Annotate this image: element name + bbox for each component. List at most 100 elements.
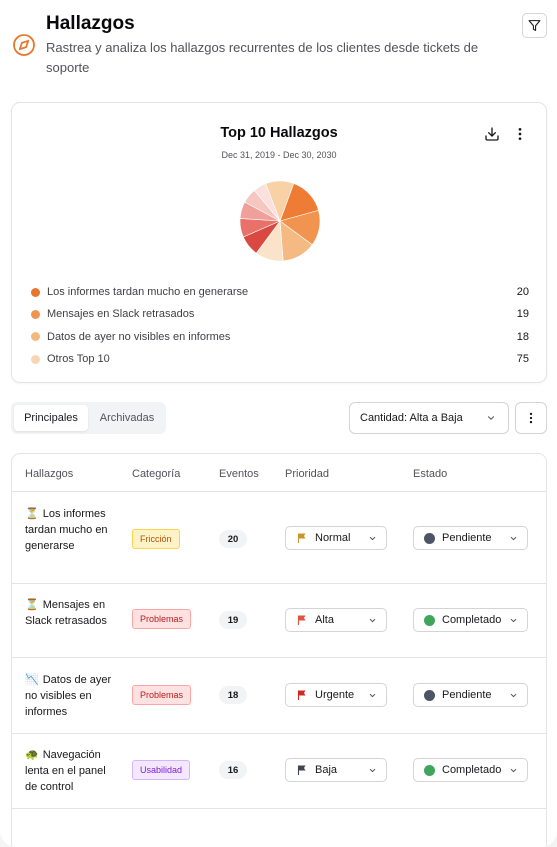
- finding-text: Navegación lenta en el panel de control: [25, 749, 106, 793]
- finding-emoji: 📉: [25, 674, 39, 686]
- legend-swatch: [31, 287, 40, 297]
- sort-select[interactable]: Cantidad: Alta a Baja: [349, 402, 509, 434]
- chevron-down-icon: [369, 618, 376, 623]
- column-header: Hallazgos: [25, 468, 74, 480]
- status-value: Pendiente: [442, 689, 492, 701]
- sort-select-value: Cantidad: Alta a Baja: [360, 412, 463, 424]
- finding-emoji: ⏳: [25, 508, 39, 520]
- category-badge: Problemas: [132, 685, 192, 705]
- page-title: Hallazgos: [46, 13, 135, 34]
- status-dot: [424, 764, 435, 776]
- chevron-down-icon: [369, 693, 376, 698]
- status-dot: [424, 532, 435, 544]
- column-header: Estado: [413, 468, 448, 480]
- status-select[interactable]: Completado: [413, 608, 528, 632]
- top-findings-chart-card: Top 10 Hallazgos Dec 31, 2019 - Dec 30, …: [11, 102, 547, 383]
- legend-item: Los informes tardan mucho en generarse 2…: [31, 281, 529, 303]
- finding-cell: ⏳ Mensajes en Slack retrasados: [25, 597, 120, 629]
- chevron-down-icon: [510, 768, 517, 773]
- chevron-down-icon: [369, 536, 376, 541]
- legend-value: 18: [516, 330, 529, 343]
- table-row[interactable]: ⏳ Mensajes en Slack retrasados Problemas …: [12, 584, 546, 658]
- findings-tabs: Principales Archivadas: [11, 402, 166, 434]
- chevron-down-icon: [510, 618, 517, 623]
- status-select[interactable]: Pendiente: [413, 683, 528, 707]
- flag-icon: [297, 615, 306, 625]
- status-select[interactable]: Pendiente: [413, 526, 528, 550]
- legend-item: Mensajes en Slack retrasados 19: [31, 303, 529, 325]
- more-vertical-icon: [529, 412, 533, 424]
- status-dot: [424, 689, 435, 701]
- priority-value: Urgente: [315, 689, 355, 701]
- table-row[interactable]: 🐢 Navegación lenta en el panel de control…: [12, 734, 546, 809]
- finding-text: Datos de ayer no visibles en informes: [25, 674, 112, 718]
- events-count: 16: [219, 761, 247, 779]
- chevron-down-icon: [488, 416, 494, 420]
- flag-icon: [297, 690, 306, 700]
- flag-icon: [297, 765, 306, 775]
- priority-value: Alta: [315, 614, 334, 626]
- legend-label: Otros Top 10: [47, 353, 110, 366]
- filter-icon: [528, 20, 541, 31]
- column-header: Prioridad: [285, 468, 330, 480]
- finding-emoji: ⏳: [25, 599, 39, 611]
- finding-cell: ⏳ Los informes tardan mucho en generarse: [25, 506, 120, 554]
- chart-title: Top 10 Hallazgos: [220, 125, 338, 141]
- pie-chart: [239, 180, 321, 262]
- legend-label: Los informes tardan mucho en generarse: [47, 286, 249, 299]
- priority-select[interactable]: Alta: [285, 608, 387, 632]
- page-subtitle: Rastrea y analiza los hallazgos recurren…: [46, 40, 479, 75]
- status-value: Completado: [442, 764, 502, 776]
- flag-icon: [297, 533, 306, 543]
- legend-item: Datos de ayer no visibles en informes 18: [31, 326, 529, 348]
- legend-value: 75: [516, 353, 529, 366]
- table-row[interactable]: 📉 Datos de ayer no visibles en informes P…: [12, 658, 546, 734]
- legend-swatch: [31, 332, 40, 342]
- legend-label: Mensajes en Slack retrasados: [47, 308, 195, 321]
- status-dot: [424, 614, 435, 626]
- filter-button[interactable]: [522, 13, 547, 38]
- priority-value: Normal: [315, 532, 351, 544]
- chart-legend: Los informes tardan mucho en generarse 2…: [31, 281, 529, 370]
- compass-icon: [13, 34, 35, 56]
- more-vertical-icon[interactable]: [512, 126, 528, 142]
- priority-value: Baja: [315, 764, 338, 776]
- priority-select[interactable]: Urgente: [285, 683, 387, 707]
- finding-cell: 📉 Datos de ayer no visibles en informes: [25, 672, 120, 720]
- chart-date-range: Dec 31, 2019 - Dec 30, 2030: [221, 150, 337, 160]
- chevron-down-icon: [510, 536, 517, 541]
- priority-select[interactable]: Normal: [285, 526, 387, 550]
- pie-slice-10: [265, 180, 295, 222]
- legend-label: Datos de ayer no visibles en informes: [47, 330, 231, 343]
- page-header: Hallazgos Rastrea y analiza los hallazgo…: [12, 12, 547, 82]
- column-header: Eventos: [219, 468, 259, 480]
- events-count: 20: [219, 530, 247, 548]
- finding-text: Mensajes en Slack retrasados: [25, 599, 107, 627]
- priority-select[interactable]: Baja: [285, 758, 387, 782]
- status-value: Pendiente: [442, 532, 492, 544]
- events-count: 18: [219, 686, 247, 704]
- download-icon[interactable]: [484, 126, 500, 142]
- legend-swatch: [31, 309, 40, 319]
- legend-value: 20: [516, 286, 529, 299]
- status-select[interactable]: Completado: [413, 758, 528, 782]
- category-badge: Usabilidad: [132, 760, 191, 780]
- findings-table: Hallazgos Categoría Eventos Prioridad Es…: [11, 453, 547, 847]
- category-badge: Problemas: [132, 609, 192, 629]
- finding-text: Los informes tardan mucho en generarse: [25, 508, 108, 552]
- events-count: 19: [219, 611, 247, 629]
- table-options-button[interactable]: [515, 402, 547, 434]
- table-row[interactable]: ⏳ Los informes tardan mucho en generarse …: [12, 492, 546, 584]
- tab-archivadas[interactable]: Archivadas: [99, 412, 155, 424]
- column-header: Categoría: [132, 468, 181, 480]
- legend-swatch: [31, 354, 40, 364]
- finding-emoji: 🐢: [25, 749, 39, 761]
- chevron-down-icon: [369, 768, 376, 773]
- chevron-down-icon: [510, 693, 517, 698]
- finding-cell: 🐢 Navegación lenta en el panel de control: [25, 747, 120, 795]
- tab-principales[interactable]: Principales: [14, 405, 88, 431]
- table-header: Hallazgos Categoría Eventos Prioridad Es…: [12, 454, 546, 492]
- status-value: Completado: [442, 614, 502, 626]
- legend-value: 19: [516, 308, 529, 321]
